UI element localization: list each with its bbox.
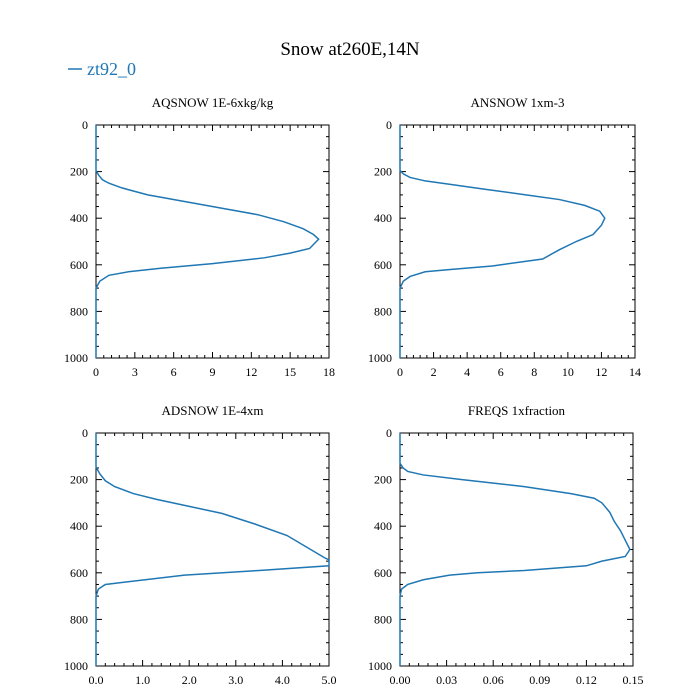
panel-2: ANSNOW 1xm-3 0 2 4 6 8 10 12 14 0 200 400 600 800 1000	[368, 95, 641, 379]
y-tick-label: 1000	[368, 659, 392, 673]
x-tick-label: 2	[431, 365, 437, 379]
y-tick-label: 200	[70, 473, 88, 487]
y-tick-label: 200	[374, 165, 392, 179]
panel-4: FREQS 1xfraction 0.00 0.03 0.06 0.09 0.12 0.15…	[368, 403, 644, 687]
x-tick-label: 12	[595, 365, 607, 379]
x-tick-label: 5.0	[322, 673, 337, 687]
panel-title: ADSNOW 1E-4xm	[162, 403, 264, 418]
panel-title: FREQS 1xfraction	[468, 403, 566, 418]
x-tick-label: 2.0	[182, 673, 197, 687]
y-tick-label: 800	[70, 304, 88, 318]
y-tick-label: 800	[374, 612, 392, 626]
plot-frame	[95, 124, 330, 359]
x-tick-label: 0	[93, 365, 99, 379]
series-line	[95, 125, 320, 358]
y-tick-label: 800	[374, 304, 392, 318]
y-tick-label: 0	[386, 426, 392, 440]
series-line	[95, 433, 330, 666]
panels-group: AQSNOW 1E-6xkg/kg0 3 6 9 12 15 180200400600800…	[64, 95, 644, 687]
plot-frame	[399, 432, 634, 667]
x-tick-label: 14	[629, 365, 641, 379]
main-title: Snow at260E,14N	[280, 39, 420, 60]
x-tick-label: 0	[397, 365, 403, 379]
x-tick-label: 0.09	[529, 673, 550, 687]
series-line	[399, 125, 606, 358]
y-tick-label: 600	[70, 258, 88, 272]
x-tick-label: 10	[562, 365, 574, 379]
y-tick-label: 600	[374, 566, 392, 580]
y-tick-label: 400	[70, 519, 88, 533]
x-tick-label: 0.12	[576, 673, 597, 687]
x-tick-label: 0.00	[390, 673, 411, 687]
x-tick-label: 18	[323, 365, 335, 379]
panel-title: ANSNOW 1xm-3	[470, 95, 564, 110]
y-tick-label: 600	[374, 258, 392, 272]
plot-frame	[95, 432, 330, 667]
y-tick-label: 600	[70, 566, 88, 580]
x-tick-label: 6	[171, 365, 177, 379]
x-tick-label: 0.15	[623, 673, 644, 687]
x-tick-label: 1.0	[135, 673, 150, 687]
y-tick-label: 200	[70, 165, 88, 179]
panel-3: ADSNOW 1E-4xm 0.0 1.0 2.0 3.0 4.0 5.0 0 200 400 60…	[64, 403, 337, 687]
y-tick-label: 0	[386, 118, 392, 132]
x-tick-label: 3	[132, 365, 138, 379]
y-tick-label: 1000	[368, 351, 392, 365]
x-tick-label: 8	[531, 365, 537, 379]
series-line	[399, 433, 631, 666]
y-tick-label: 200	[374, 473, 392, 487]
y-tick-label: 400	[70, 211, 88, 225]
panel-1: AQSNOW 1E-6xkg/kg 0 3 6 9 12 15 18 0 200 400 600 800…	[64, 95, 335, 379]
x-tick-label: 3.0	[228, 673, 243, 687]
y-tick-label: 400	[374, 211, 392, 225]
x-tick-label: 9	[210, 365, 216, 379]
y-tick-label: 800	[70, 612, 88, 626]
x-tick-label: 12	[245, 365, 257, 379]
plot-frame	[399, 124, 636, 359]
y-tick-label: 1000	[64, 351, 88, 365]
x-tick-label: 0.0	[89, 673, 104, 687]
y-tick-label: 1000	[64, 659, 88, 673]
panel-title: AQSNOW 1E-6xkg/kg	[152, 95, 274, 110]
x-tick-label: 0.06	[483, 673, 504, 687]
y-tick-label: 400	[374, 519, 392, 533]
y-tick-label: 0	[82, 426, 88, 440]
x-tick-label: 4	[464, 365, 470, 379]
y-tick-label: 0	[82, 118, 88, 132]
x-tick-label: 6	[498, 365, 504, 379]
x-tick-label: 15	[284, 365, 296, 379]
x-tick-label: 4.0	[275, 673, 290, 687]
legend-label: zt92_0	[87, 59, 136, 79]
x-tick-label: 0.03	[436, 673, 457, 687]
